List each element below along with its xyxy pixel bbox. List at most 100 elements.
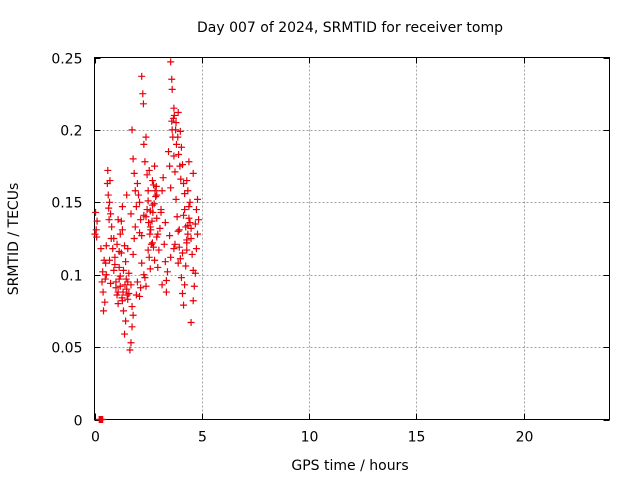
data-point bbox=[148, 201, 156, 209]
data-point bbox=[127, 281, 135, 289]
data-point bbox=[140, 140, 148, 148]
data-point bbox=[167, 253, 175, 261]
data-point bbox=[189, 297, 197, 305]
data-point bbox=[108, 223, 116, 231]
data-point bbox=[114, 300, 122, 308]
data-point bbox=[153, 191, 161, 199]
data-point bbox=[183, 236, 191, 244]
data-point bbox=[92, 208, 100, 216]
data-point bbox=[93, 233, 101, 241]
data-point bbox=[143, 171, 151, 179]
data-point bbox=[117, 217, 125, 225]
data-point bbox=[110, 266, 118, 274]
data-point bbox=[128, 323, 136, 331]
data-point bbox=[106, 177, 114, 185]
data-point bbox=[113, 291, 121, 299]
data-point bbox=[111, 253, 119, 261]
data-point bbox=[172, 119, 180, 127]
data-point bbox=[183, 246, 191, 254]
data-point bbox=[129, 155, 137, 163]
data-point bbox=[112, 284, 120, 292]
y-tick-label: 0 bbox=[74, 414, 83, 430]
data-point bbox=[99, 288, 107, 296]
data-point bbox=[153, 233, 161, 241]
data-point bbox=[136, 229, 144, 237]
data-point bbox=[185, 158, 193, 166]
x-tick-label: 20 bbox=[516, 430, 534, 446]
tick-labels: 0 5 10 15 20 0 0.05 0.1 0.15 0.2 0.25 bbox=[51, 52, 533, 446]
data-point bbox=[191, 220, 199, 228]
data-point bbox=[137, 284, 145, 292]
data-point bbox=[124, 295, 132, 303]
data-point bbox=[175, 151, 183, 159]
y-tick-label: 0.05 bbox=[51, 341, 82, 357]
data-point bbox=[174, 109, 182, 117]
data-point bbox=[131, 187, 139, 195]
data-point bbox=[170, 111, 178, 119]
y-tick-label: 0.1 bbox=[60, 269, 82, 285]
data-point bbox=[176, 255, 184, 263]
data-point bbox=[142, 282, 150, 290]
data-point bbox=[194, 230, 201, 238]
data-point bbox=[107, 279, 115, 287]
data-point bbox=[144, 187, 152, 195]
data-point bbox=[172, 126, 180, 134]
data-point bbox=[156, 224, 164, 232]
data-point bbox=[161, 219, 169, 227]
data-point bbox=[170, 152, 178, 160]
data-point bbox=[194, 195, 201, 203]
data-point bbox=[99, 268, 107, 276]
data-point bbox=[187, 235, 195, 242]
data-point bbox=[150, 243, 158, 251]
data-point bbox=[162, 276, 170, 284]
data-point bbox=[166, 232, 174, 240]
data-point bbox=[177, 175, 185, 183]
data-point bbox=[129, 311, 137, 319]
data-point bbox=[119, 307, 127, 315]
data-point bbox=[127, 210, 135, 218]
data-point bbox=[107, 210, 115, 218]
data-point bbox=[118, 226, 126, 234]
data-point bbox=[145, 253, 153, 261]
data-point bbox=[129, 250, 137, 258]
data-point bbox=[175, 243, 183, 251]
data-point bbox=[128, 126, 136, 134]
data-point bbox=[109, 245, 117, 253]
x-tick-label: 15 bbox=[408, 430, 426, 446]
data-point bbox=[163, 268, 171, 276]
data-point bbox=[141, 274, 149, 282]
data-point bbox=[122, 317, 130, 325]
y-tick-label: 0.25 bbox=[51, 52, 82, 68]
data-point bbox=[160, 240, 168, 248]
x-tick-label: 10 bbox=[301, 430, 319, 446]
data-point bbox=[130, 169, 138, 177]
data-point bbox=[93, 217, 101, 225]
y-axis-label: SRMTID / TECUs bbox=[6, 183, 22, 296]
data-point bbox=[186, 198, 194, 206]
data-point bbox=[171, 168, 179, 176]
data-point bbox=[157, 208, 165, 216]
data-point bbox=[165, 148, 173, 156]
data-point bbox=[127, 339, 135, 347]
data-point bbox=[178, 249, 186, 257]
data-point bbox=[170, 104, 178, 112]
data-point bbox=[101, 275, 109, 283]
grid-lines bbox=[94, 57, 610, 420]
data-point bbox=[123, 291, 131, 299]
data-point bbox=[180, 301, 188, 309]
data-point bbox=[167, 184, 175, 192]
data-point bbox=[92, 226, 100, 234]
data-point bbox=[172, 140, 180, 148]
data-point bbox=[125, 290, 133, 298]
data-point bbox=[174, 227, 182, 235]
data-point bbox=[102, 271, 110, 279]
data-point bbox=[189, 169, 197, 177]
data-point bbox=[133, 278, 141, 286]
data-point bbox=[170, 245, 178, 253]
data-point bbox=[139, 100, 147, 108]
data-point bbox=[168, 85, 176, 93]
data-point bbox=[145, 166, 153, 174]
data-point bbox=[181, 281, 189, 289]
data-point bbox=[184, 230, 192, 238]
data-point bbox=[148, 217, 156, 225]
